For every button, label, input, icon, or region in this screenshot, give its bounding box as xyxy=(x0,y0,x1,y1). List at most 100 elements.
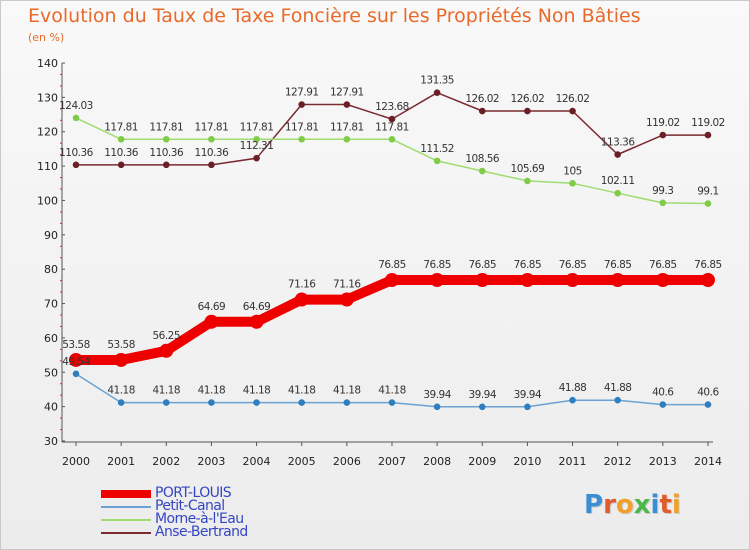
legend-swatch xyxy=(101,490,151,498)
legend-label: Morne-à-l'Eau xyxy=(155,511,244,527)
legend-label: PORT-LOUIS xyxy=(155,485,232,501)
data-point-anse-bertrand xyxy=(162,161,170,169)
data-label-morne-l-eau: 117.81 xyxy=(375,121,409,133)
data-point-morne-l-eau xyxy=(253,135,260,143)
data-label-petit-canal: 41.18 xyxy=(198,385,226,397)
data-label-port-louis: 76.85 xyxy=(694,259,722,271)
data-point-port-louis xyxy=(565,273,580,288)
y-tick-label: 50 xyxy=(44,366,58,379)
x-tick-label: 2005 xyxy=(288,455,316,468)
x-tick-label: 2006 xyxy=(333,455,361,468)
data-point-morne-l-eau xyxy=(72,114,80,122)
data-label-port-louis: 76.85 xyxy=(649,259,677,271)
x-tick-label: 2003 xyxy=(197,455,225,468)
data-label-petit-canal: 40.6 xyxy=(697,387,719,399)
data-point-petit-canal xyxy=(253,399,260,406)
data-label-anse-bertrand: 113.36 xyxy=(601,137,636,149)
data-point-anse-bertrand xyxy=(117,161,125,169)
data-label-petit-canal: 39.94 xyxy=(468,389,496,401)
data-point-petit-canal xyxy=(478,403,486,411)
x-tick-label: 2012 xyxy=(604,455,632,468)
legend-swatch xyxy=(101,532,151,534)
data-point-morne-l-eau xyxy=(433,157,441,165)
logo-letter: r xyxy=(603,490,616,520)
data-point-morne-l-eau xyxy=(478,167,486,175)
data-point-petit-canal xyxy=(614,396,621,404)
data-point-port-louis xyxy=(69,352,83,367)
data-label-morne-l-eau: 105 xyxy=(563,165,582,177)
data-point-anse-bertrand xyxy=(433,89,441,97)
data-label-anse-bertrand: 126.02 xyxy=(465,93,499,105)
legend-label: Petit-Canal xyxy=(155,498,225,514)
data-label-petit-canal: 39.94 xyxy=(423,389,451,401)
data-point-petit-canal xyxy=(72,370,80,378)
data-point-petit-canal xyxy=(162,399,170,406)
data-point-port-louis xyxy=(700,273,715,288)
data-point-port-louis xyxy=(249,314,264,329)
data-label-anse-bertrand: 123.68 xyxy=(375,101,409,113)
data-label-anse-bertrand: 110.36 xyxy=(149,147,184,159)
data-label-morne-l-eau: 117.81 xyxy=(330,121,364,133)
data-point-morne-l-eau xyxy=(117,135,125,143)
data-label-petit-canal: 41.88 xyxy=(559,382,587,394)
data-label-petit-canal: 39.94 xyxy=(514,389,542,401)
data-label-morne-l-eau: 105.69 xyxy=(511,163,545,175)
y-tick-label: 100 xyxy=(37,194,58,207)
data-point-port-louis xyxy=(475,273,490,288)
data-label-morne-l-eau: 99.1 xyxy=(697,186,718,198)
data-point-petit-canal xyxy=(298,399,306,406)
chart-title: Evolution du Taux de Taxe Foncière sur l… xyxy=(28,5,641,27)
data-point-port-louis xyxy=(114,352,129,367)
data-label-petit-canal: 41.18 xyxy=(243,385,271,397)
data-point-petit-canal xyxy=(659,401,667,408)
data-label-morne-l-eau: 111.52 xyxy=(420,143,454,155)
data-label-anse-bertrand: 110.36 xyxy=(195,147,230,159)
data-point-morne-l-eau xyxy=(704,200,712,207)
data-point-anse-bertrand xyxy=(343,101,351,108)
data-point-petit-canal xyxy=(388,399,396,406)
data-point-anse-bertrand xyxy=(72,161,80,169)
data-label-port-louis: 76.85 xyxy=(514,259,542,271)
data-point-port-louis xyxy=(159,343,174,358)
data-label-port-louis: 76.85 xyxy=(559,259,587,271)
data-point-morne-l-eau xyxy=(298,135,306,143)
y-tick-label: 130 xyxy=(37,91,58,104)
legend-swatch xyxy=(101,506,151,508)
data-label-port-louis: 76.85 xyxy=(604,259,632,271)
logo-letter: i xyxy=(650,490,660,520)
data-label-morne-l-eau: 108.56 xyxy=(465,153,500,165)
data-point-morne-l-eau xyxy=(569,179,576,187)
data-label-port-louis: 71.16 xyxy=(333,279,361,291)
data-label-port-louis: 64.69 xyxy=(198,301,226,313)
legend-label: Anse-Bertrand xyxy=(155,524,248,540)
data-label-morne-l-eau: 99.3 xyxy=(652,185,673,197)
data-point-morne-l-eau xyxy=(659,199,667,207)
data-label-anse-bertrand: 112.31 xyxy=(240,140,274,152)
data-label-port-louis: 71.16 xyxy=(288,279,316,291)
data-point-petit-canal xyxy=(208,399,215,406)
data-point-anse-bertrand xyxy=(253,154,260,162)
data-label-anse-bertrand: 127.91 xyxy=(285,87,319,99)
data-point-anse-bertrand xyxy=(569,107,576,115)
data-point-morne-l-eau xyxy=(162,135,170,143)
data-point-petit-canal xyxy=(343,399,351,406)
data-point-petit-canal xyxy=(433,403,441,411)
data-label-petit-canal: 40.6 xyxy=(652,387,674,399)
data-point-anse-bertrand xyxy=(614,151,621,158)
data-point-anse-bertrand xyxy=(704,131,712,139)
y-tick-label: 120 xyxy=(37,126,58,139)
data-label-anse-bertrand: 131.35 xyxy=(420,75,454,87)
data-label-anse-bertrand: 126.02 xyxy=(511,93,545,105)
logo-letter: i xyxy=(671,490,681,520)
data-label-morne-l-eau: 117.81 xyxy=(195,121,229,133)
x-tick-label: 2011 xyxy=(559,455,587,468)
data-point-morne-l-eau xyxy=(614,189,621,197)
data-point-port-louis xyxy=(610,273,625,288)
series-layer xyxy=(69,89,715,411)
x-tick-label: 2014 xyxy=(694,455,722,468)
data-point-anse-bertrand xyxy=(208,161,215,169)
logo-letter: o xyxy=(615,490,634,520)
data-label-anse-bertrand: 119.02 xyxy=(691,117,725,129)
proxiti-logo: Proxiti xyxy=(584,490,681,520)
